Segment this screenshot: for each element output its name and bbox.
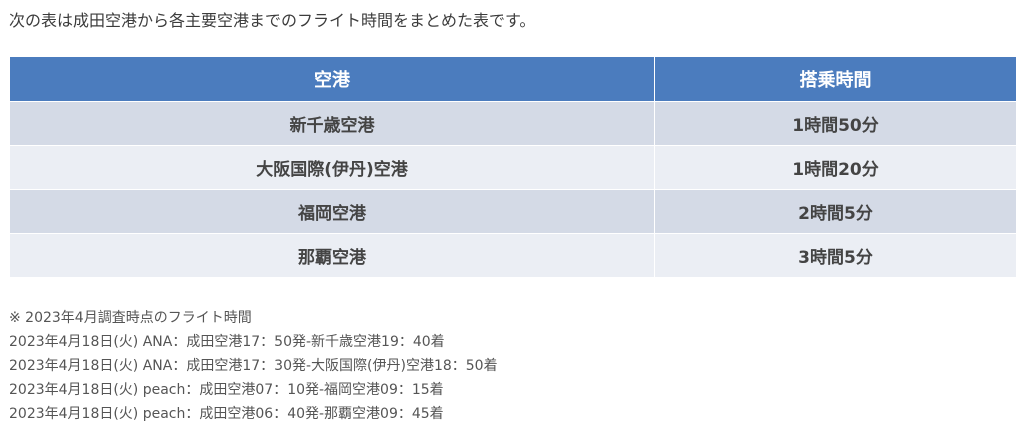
table-row: 福岡空港 2時間5分 (9, 189, 1017, 234)
flight-time-cell: 3時間5分 (654, 233, 1017, 278)
airport-cell: 福岡空港 (9, 189, 655, 234)
header-airport: 空港 (9, 56, 655, 102)
flight-detail-note: 2023年4月18日(火) peach：成田空港07：10発-福岡空港09：15… (9, 382, 444, 398)
flight-time-table: 空港 搭乗時間 新千歳空港 1時間50分 大阪国際(伊丹)空港 1時間20分 福… (9, 56, 1017, 278)
airport-cell: 那覇空港 (9, 233, 655, 278)
intro-text: 次の表は成田空港から各主要空港までのフライト時間をまとめた表です。 (9, 11, 536, 30)
flight-time-cell: 1時間50分 (654, 101, 1017, 146)
flight-detail-note: 2023年4月18日(火) peach：成田空港06：40発-那覇空港09：45… (9, 406, 444, 422)
flight-time-cell: 2時間5分 (654, 189, 1017, 234)
survey-note: ※ 2023年4月調査時点のフライト時間 (9, 310, 252, 326)
table-row: 新千歳空港 1時間50分 (9, 101, 1017, 146)
flight-time-cell: 1時間20分 (654, 145, 1017, 190)
airport-cell: 大阪国際(伊丹)空港 (9, 145, 655, 190)
flight-detail-note: 2023年4月18日(火) ANA：成田空港17：30発-大阪国際(伊丹)空港1… (9, 358, 498, 374)
table-row: 那覇空港 3時間5分 (9, 233, 1017, 278)
flight-detail-note: 2023年4月18日(火) ANA：成田空港17：50発-新千歳空港19：40着 (9, 334, 445, 350)
table-header-row: 空港 搭乗時間 (9, 56, 1017, 102)
header-flight-time: 搭乗時間 (654, 56, 1017, 102)
airport-cell: 新千歳空港 (9, 101, 655, 146)
flight-notes: ※ 2023年4月調査時点のフライト時間 2023年4月18日(火) ANA：成… (9, 306, 498, 426)
table-row: 大阪国際(伊丹)空港 1時間20分 (9, 145, 1017, 190)
